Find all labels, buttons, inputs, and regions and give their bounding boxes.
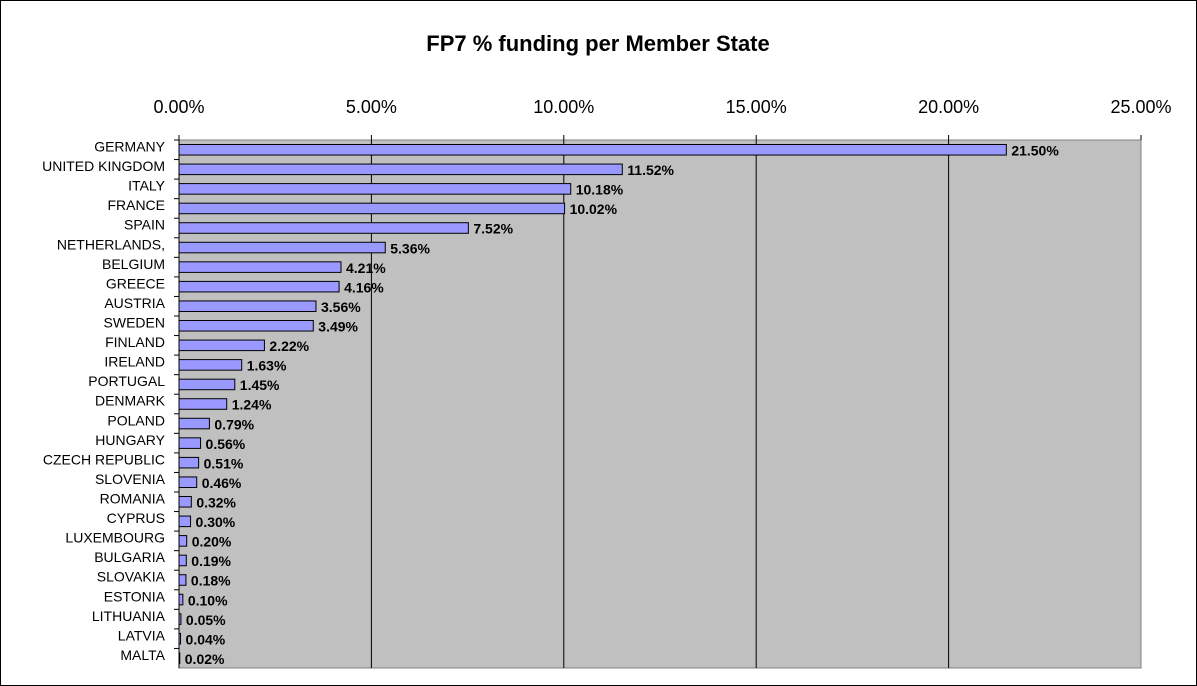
bar	[178, 613, 182, 625]
data-label: 4.16%	[344, 279, 384, 295]
bar	[178, 652, 181, 665]
y-tick-label: CZECH REPUBLIC	[43, 451, 165, 467]
data-label: 11.52%	[627, 162, 674, 178]
y-tick-label: SLOVENIA	[95, 471, 166, 487]
y-tick-label: GREECE	[106, 275, 165, 291]
bar	[178, 515, 192, 528]
x-tick-label: 15.00%	[726, 97, 787, 117]
data-label: 21.50%	[1011, 142, 1059, 158]
data-label: 0.56%	[206, 436, 246, 452]
y-tick-label: NETHERLANDS,	[57, 236, 165, 252]
bar	[178, 593, 184, 606]
bar	[178, 241, 386, 254]
bar	[178, 280, 340, 293]
bar	[178, 222, 469, 234]
x-tick-label: 10.00%	[533, 97, 594, 117]
y-tick-label: HUNGARY	[95, 432, 165, 448]
y-tick-label: SWEDEN	[104, 314, 165, 330]
data-label: 5.36%	[390, 240, 430, 256]
data-label: 7.52%	[473, 221, 513, 237]
y-tick-label: FRANCE	[107, 197, 165, 213]
bar	[178, 339, 265, 352]
data-label: 0.04%	[186, 631, 226, 647]
y-tick-label: LITHUANIA	[92, 608, 166, 624]
x-tick-label: 5.00%	[346, 97, 397, 117]
bar	[178, 202, 566, 215]
bar	[178, 437, 202, 449]
bar	[178, 456, 200, 469]
data-label: 1.45%	[240, 377, 280, 393]
x-tick-label: 20.00%	[918, 97, 979, 117]
data-label: 10.02%	[570, 201, 618, 217]
plot-area	[178, 139, 1142, 669]
y-tick-label: UNITED KINGDOM	[42, 158, 165, 174]
data-label: 0.46%	[202, 475, 242, 491]
y-tick-label: FINLAND	[105, 334, 165, 350]
bar	[178, 535, 188, 547]
y-tick-label: BELGIUM	[102, 256, 165, 272]
x-tick-label: 0.00%	[153, 97, 204, 117]
bar	[178, 554, 187, 567]
y-tick-label: IRELAND	[104, 354, 165, 370]
bar	[178, 476, 198, 489]
bar	[178, 398, 228, 410]
data-label: 1.24%	[232, 397, 272, 413]
bar	[178, 319, 314, 332]
data-label: 0.30%	[196, 514, 236, 530]
data-label: 3.49%	[318, 318, 358, 334]
y-tick-label: ITALY	[128, 178, 165, 194]
data-label: 0.10%	[188, 592, 228, 608]
bar	[178, 143, 1007, 156]
data-label: 0.02%	[185, 651, 225, 667]
y-tick-label: AUSTRIA	[104, 295, 165, 311]
bar	[178, 632, 182, 645]
bar	[178, 417, 210, 430]
data-label: 0.18%	[191, 573, 231, 589]
y-tick-label: SPAIN	[124, 217, 165, 233]
bar	[178, 574, 187, 586]
y-tick-label: LATVIA	[118, 627, 166, 643]
data-label: 0.19%	[191, 553, 231, 569]
data-label: 4.21%	[346, 260, 386, 276]
y-tick-label: CYPRUS	[107, 510, 165, 526]
y-tick-label: BULGARIA	[94, 549, 165, 565]
chart-title: FP7 % funding per Member State	[426, 31, 770, 56]
data-label: 0.05%	[186, 612, 226, 628]
y-tick-label: ESTONIA	[104, 588, 166, 604]
data-label: 1.63%	[247, 358, 287, 374]
bar	[178, 300, 317, 313]
y-tick-label: GERMANY	[94, 138, 165, 154]
data-label: 10.18%	[576, 182, 624, 198]
y-tick-label: LUXEMBOURG	[65, 530, 165, 546]
data-label: 0.20%	[192, 534, 232, 550]
bar	[178, 378, 236, 391]
data-label: 0.32%	[196, 494, 236, 510]
bar	[178, 261, 342, 273]
bar	[178, 183, 572, 195]
y-tick-label: DENMARK	[95, 393, 166, 409]
data-label: 0.51%	[204, 455, 244, 471]
bar	[178, 495, 192, 508]
data-label: 3.56%	[321, 299, 361, 315]
bar	[178, 163, 623, 176]
y-tick-label: ROMANIA	[100, 490, 166, 506]
y-tick-label: SLOVAKIA	[97, 569, 166, 585]
data-label: 0.79%	[214, 416, 254, 432]
data-label: 2.22%	[269, 338, 309, 354]
y-tick-label: PORTUGAL	[88, 373, 165, 389]
bar	[178, 359, 243, 371]
y-tick-label: POLAND	[107, 412, 165, 428]
x-tick-label: 25.00%	[1110, 97, 1171, 117]
y-tick-label: MALTA	[120, 647, 165, 663]
